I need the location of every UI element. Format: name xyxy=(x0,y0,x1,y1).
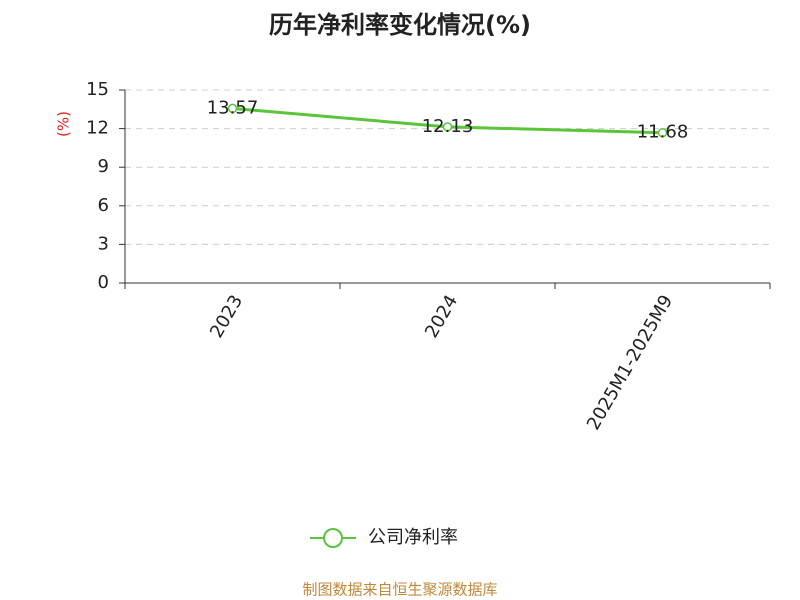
data-label: 11.68 xyxy=(637,122,689,143)
x-tick-label: 2023 xyxy=(206,292,247,342)
point xyxy=(227,103,238,114)
y-tick-label: 15 xyxy=(86,79,109,100)
y-tick-label: 3 xyxy=(98,233,109,254)
y-tick-label: 0 xyxy=(98,272,109,293)
point xyxy=(657,127,668,138)
y-axis-label: (%) xyxy=(55,111,73,137)
data-label: 12.13 xyxy=(422,116,474,137)
x-tick-label: 2024 xyxy=(421,292,462,342)
x-tick-label: 2025M1-2025M9 xyxy=(583,292,677,434)
data-label: 13.57 xyxy=(207,97,259,118)
footer: 制图数据来自恒生聚源数据库 xyxy=(302,581,497,599)
y-tick-label: 12 xyxy=(86,118,109,139)
chart-title: 历年净利率变化情况(%) xyxy=(269,11,531,39)
y-tick-label: 9 xyxy=(98,156,109,177)
legend-label: 公司净利率 xyxy=(368,527,458,548)
point xyxy=(442,122,453,132)
legend-marker xyxy=(323,528,343,548)
y-tick-label: 6 xyxy=(98,195,109,216)
